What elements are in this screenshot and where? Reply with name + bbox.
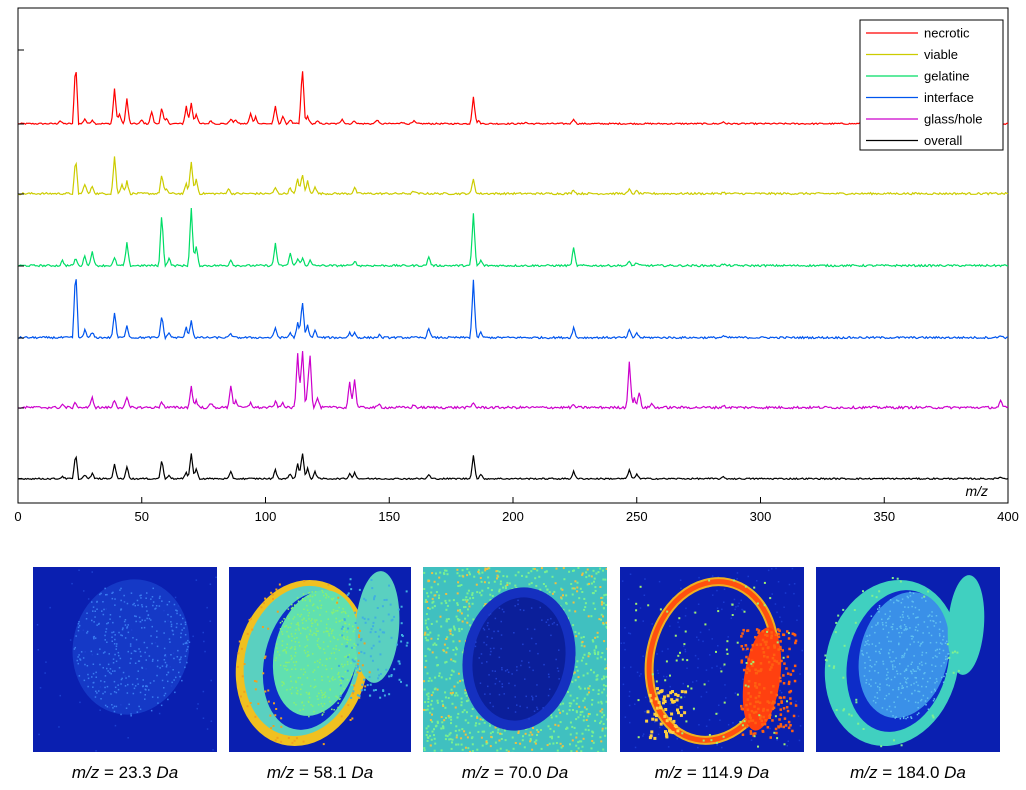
caption-mz: m/z: [850, 763, 878, 782]
ion-image-5: [816, 567, 1000, 752]
ion-image-caption: m/z = 114.9 Da: [612, 763, 812, 783]
x-tick-label: 100: [255, 509, 277, 524]
spectra-group: [17, 71, 1009, 481]
y-axis-ticks: [18, 49, 24, 480]
ion-image-1: [33, 567, 217, 752]
caption-mz: m/z: [266, 763, 295, 782]
caption-value: = 114.9: [682, 763, 748, 782]
series-line-interface: [18, 279, 1009, 341]
legend-label: necrotic: [924, 26, 970, 41]
caption-mz: m/z: [461, 763, 490, 782]
x-tick-label: 300: [750, 509, 772, 524]
x-tick-label: 400: [997, 509, 1019, 524]
caption-value: = 58.1: [294, 763, 352, 782]
x-axis: 0 50 100 150 200 250 300 350 400: [14, 497, 1019, 524]
caption-value: = 23.3: [99, 763, 157, 782]
series-line-necrotic: [17, 71, 1009, 126]
ion-image-caption: m/z = 58.1 Da: [220, 763, 420, 783]
x-tick-label: 0: [14, 509, 21, 524]
ion-image-3: [423, 567, 607, 752]
x-tick-label: 200: [502, 509, 524, 524]
caption-mz: m/z: [71, 763, 100, 782]
x-tick-label: 150: [378, 509, 400, 524]
caption-unit: Da: [546, 763, 569, 782]
ion-image-2: [229, 567, 411, 752]
legend-label: glass/hole: [924, 112, 983, 127]
ion-image-caption: m/z = 70.0 Da: [415, 763, 615, 783]
spectra-chart: 0 50 100 150 200 250 300 350 400 m/z necrotic via…: [14, 7, 1019, 524]
x-tick-label: 250: [626, 509, 648, 524]
ion-image-caption: m/z = 184.0 Da: [808, 763, 1008, 783]
ion-image-4: [620, 567, 804, 752]
caption-value: = 70.0: [489, 763, 547, 782]
ion-image-caption: m/z = 23.3 Da: [25, 763, 225, 783]
x-tick-label: 350: [873, 509, 895, 524]
legend-label: viable: [924, 47, 958, 62]
legend: necrotic viable gelatine interface glass/hol…: [859, 19, 1004, 151]
legend-label: overall: [924, 133, 962, 148]
series-line-overall: [17, 453, 1009, 481]
caption-unit: Da: [944, 763, 966, 782]
caption-mz: m/z: [654, 763, 683, 782]
x-tick-label: 50: [135, 509, 149, 524]
caption-value: = 184.0: [877, 763, 945, 782]
legend-label: gelatine: [924, 69, 970, 84]
series-line-viable: [17, 156, 1009, 196]
caption-unit: Da: [156, 763, 179, 782]
series-line-gelatine: [17, 207, 1009, 268]
legend-box: [859, 19, 1004, 151]
legend-label: interface: [924, 90, 974, 105]
series-line-glass-hole: [17, 351, 1009, 411]
plot-frame: [17, 7, 1009, 504]
x-axis-label: m/z: [965, 483, 988, 499]
caption-unit: Da: [351, 763, 374, 782]
caption-unit: Da: [747, 763, 770, 782]
